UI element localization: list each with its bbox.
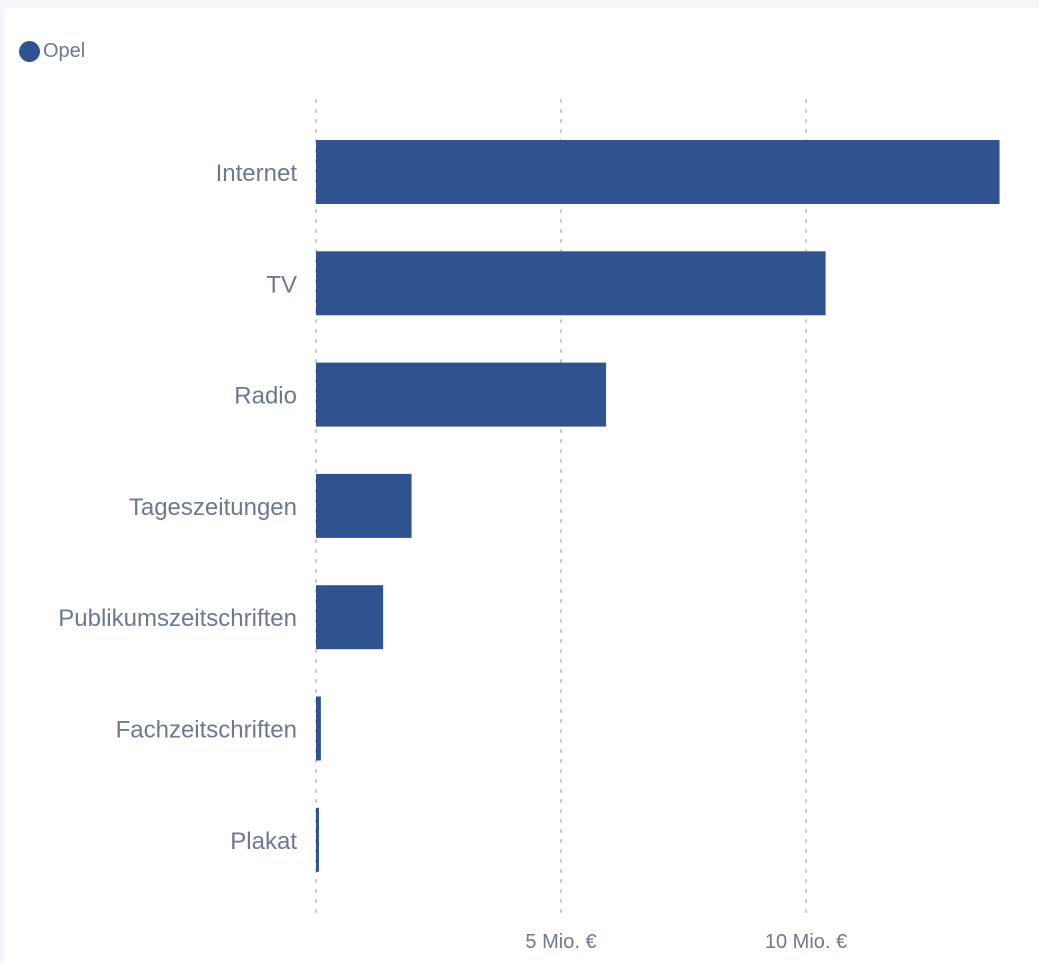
bar-tageszeitungen[interactable]: [316, 473, 412, 538]
legend-swatch-opel: [19, 41, 40, 62]
category-label-plakat: Plakat: [230, 828, 297, 855]
bar-tv[interactable]: [316, 251, 826, 316]
legend-label-opel: Opel: [43, 40, 86, 62]
category-label-tageszeitungen: Tageszeitungen: [129, 494, 297, 521]
bars: [316, 140, 1000, 872]
bar-fachzeitschriften[interactable]: [316, 696, 321, 761]
bar-radio[interactable]: [316, 362, 607, 427]
bar-internet[interactable]: [316, 140, 1000, 204]
tick-label-5: 5 Mio. €: [525, 931, 596, 953]
category-label-tv: TV: [266, 271, 297, 298]
category-label-internet: Internet: [216, 160, 298, 187]
category-label-fachzeitschriften: Fachzeitschriften: [116, 717, 297, 744]
bar-publikumszeitschriften[interactable]: [316, 585, 384, 650]
category-labels: Internet TV Radio Tageszeitungen Publikumsze…: [58, 160, 297, 855]
legend[interactable]: Opel: [19, 40, 85, 63]
tick-label-10: 10 Mio. €: [765, 931, 847, 953]
tick-labels: 5 Mio. € 10 Mio. €: [525, 931, 847, 953]
category-label-publikumszeitschriften: Publikumszeitschriften: [58, 605, 297, 632]
bar-plakat[interactable]: [316, 807, 319, 872]
category-label-radio: Radio: [234, 383, 297, 410]
